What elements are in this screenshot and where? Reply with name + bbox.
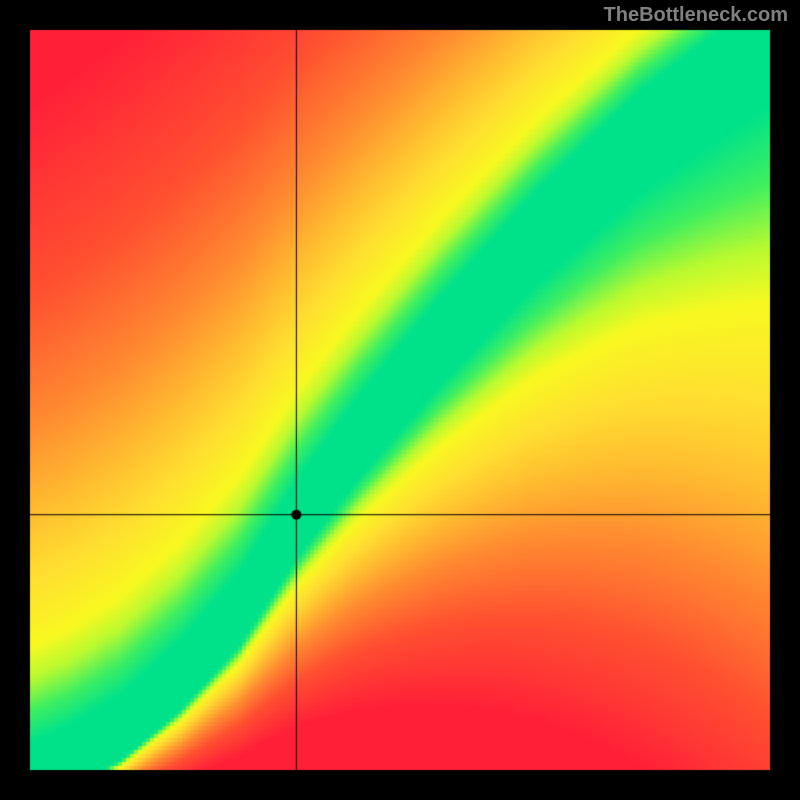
chart-container: TheBottleneck.com (0, 0, 800, 800)
heatmap-canvas (0, 0, 800, 800)
watermark-text: TheBottleneck.com (604, 4, 788, 27)
